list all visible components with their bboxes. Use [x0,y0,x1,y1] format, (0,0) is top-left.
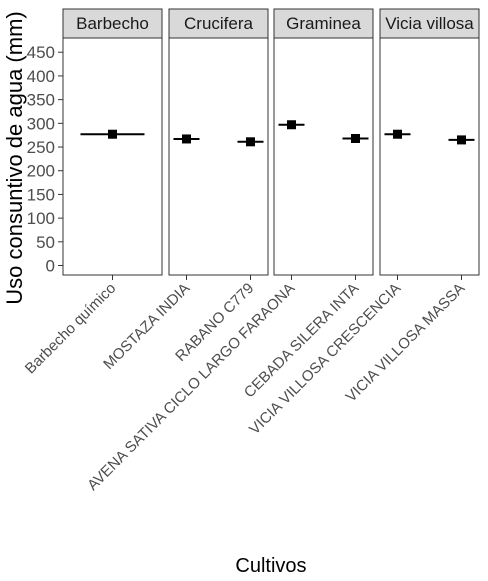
facet-strip [168,8,269,39]
data-point-avena-sativa-ciclo-largo-faraona [287,120,296,130]
y-axis: 0 50 100 150 200 250 300 350 400 450 [27,43,63,276]
y-axis-title: Uso consuntivo de agua (mm) [2,11,27,304]
data-point-barbecho-quimico [108,129,117,139]
facet-panel [62,37,163,276]
x-tick-label: VICIA VILLOSA MASSA [343,280,469,406]
facet-panel [379,37,480,276]
y-tick-label: 350 [27,91,55,110]
y-tick-label: 450 [27,43,55,62]
data-point-rabano-c779 [246,137,255,147]
facet-panel [168,37,269,276]
data-point-vicia-villosa-massa [457,135,466,145]
data-point-cebada-silera-inta [351,133,360,143]
y-tick-label: 50 [36,233,55,252]
y-tick-label: 300 [27,114,55,133]
facet-strip-label: Graminea [286,14,361,33]
y-tick-label: 250 [27,138,55,157]
y-tick-label: 0 [46,257,55,276]
facet-strip-label: Vicia villosa [385,14,474,33]
x-axis-title: Cultivos [235,555,306,577]
facet-strip-label: Barbecho [76,14,149,33]
y-tick-label: 200 [27,162,55,181]
facet-strip [62,8,163,39]
data-point-mostaza-india [182,134,191,144]
data-point-vicia-villosa-crescencia [393,129,402,139]
y-tick-label: 100 [27,209,55,228]
facet-panel [273,37,374,276]
facet-strip [379,8,480,39]
facet-strip-label: Crucifera [184,14,254,33]
y-tick-label: 150 [27,185,55,204]
y-tick-label: 400 [27,67,55,86]
